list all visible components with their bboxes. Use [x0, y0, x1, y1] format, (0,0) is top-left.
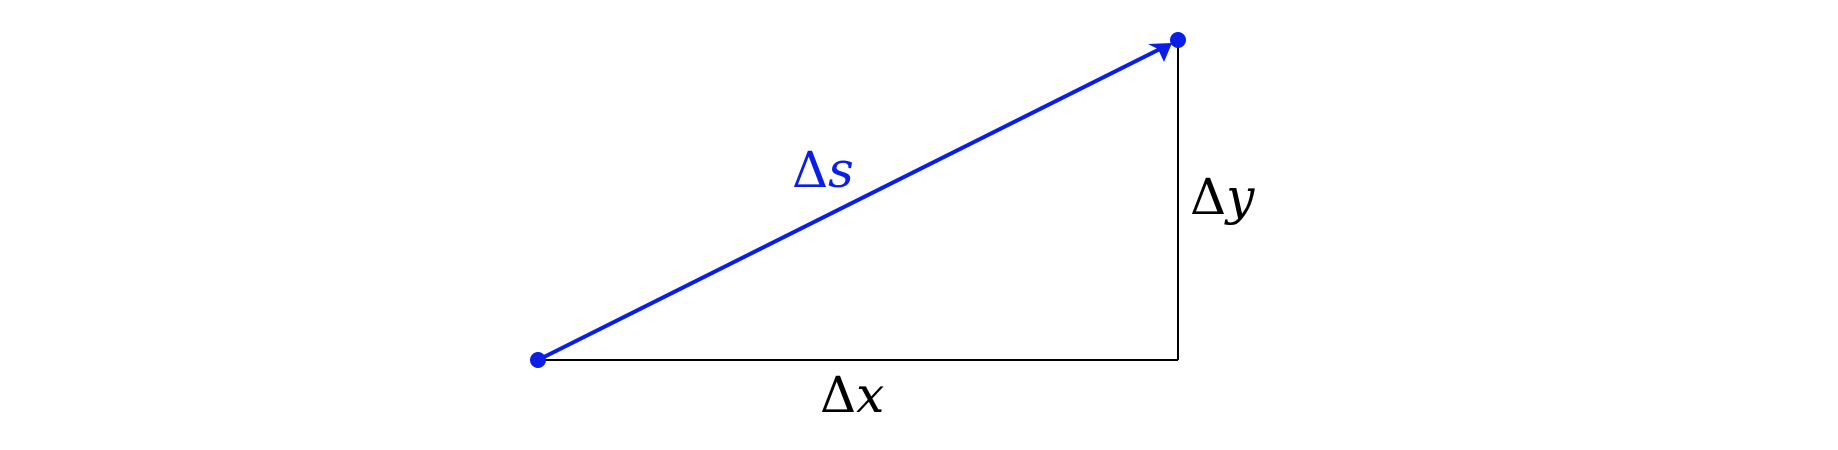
- height-delta: Δ: [1190, 168, 1226, 226]
- end-point: [1170, 32, 1186, 48]
- base-label: Δx: [820, 366, 884, 424]
- base-variable: x: [856, 366, 884, 424]
- vector-arrowhead: [1148, 43, 1172, 62]
- hypotenuse-delta: Δ: [792, 141, 828, 199]
- height-label: Δy: [1190, 168, 1255, 226]
- base-delta: Δ: [820, 366, 856, 424]
- displacement-vector: [537, 44, 1167, 362]
- start-point: [530, 352, 546, 368]
- hypotenuse-label: Δs: [792, 141, 854, 199]
- height-variable: y: [1224, 168, 1255, 226]
- hypotenuse-variable: s: [828, 141, 854, 199]
